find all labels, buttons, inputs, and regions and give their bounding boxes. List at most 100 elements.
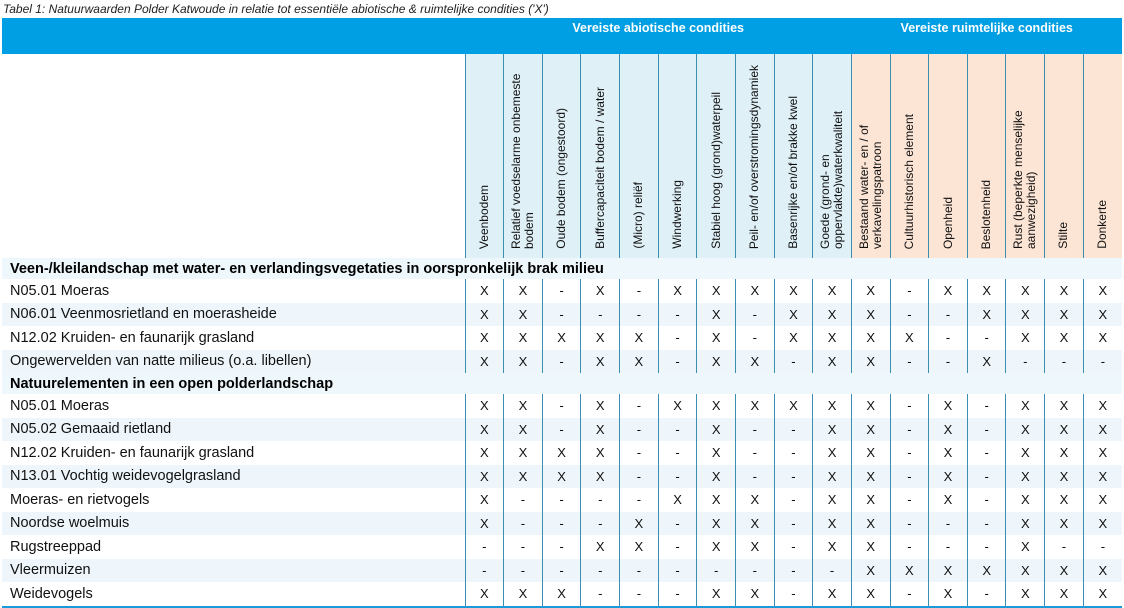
condition-cell: X xyxy=(812,326,852,350)
condition-cell: - xyxy=(464,558,504,582)
condition-cell: X xyxy=(619,535,659,559)
condition-cell: X xyxy=(464,488,504,512)
column-header-label: Stabiel hoog (grond)waterpeil xyxy=(708,92,723,249)
condition-cell: X xyxy=(1044,417,1084,441)
condition-cell: - xyxy=(1044,349,1084,373)
column-header-abiotic: Veenbodem xyxy=(464,54,504,258)
column-header-label: Basenrijke en/of brakke kwel xyxy=(785,96,800,249)
condition-cell: X xyxy=(1044,302,1084,326)
column-header-spatial: Beslotenheid xyxy=(966,54,1006,258)
row-label: N05.01 Moeras xyxy=(10,397,110,414)
column-header-label: Bestaand water- en / of verkavelingspatr… xyxy=(856,124,884,249)
condition-cell: - xyxy=(619,464,659,488)
condition-cell: X xyxy=(464,511,504,535)
table-row: N12.02 Kruiden- en faunarijk grasland X X X… xyxy=(2,441,1122,465)
row-label: Weidevogels xyxy=(2,582,465,608)
condition-cell: X xyxy=(580,417,620,441)
condition-cell: X xyxy=(1044,441,1084,465)
condition-cell: - xyxy=(580,302,620,326)
condition-cell: X xyxy=(734,279,775,303)
condition-cell: X xyxy=(1082,441,1122,465)
table-row: Noordse woelmuis X - - - X - X X - X X - - - X X X xyxy=(2,511,1122,535)
condition-cell: X xyxy=(696,535,736,559)
condition-cell: - xyxy=(889,349,929,373)
condition-cell: - xyxy=(657,464,697,488)
table-row: Ongewervelden van natte milieus (o.a. li… xyxy=(2,349,1122,373)
condition-cell: - xyxy=(773,558,813,582)
column-header-abiotic: Oude bodem (ongestoord) xyxy=(541,54,581,258)
condition-cell: X xyxy=(1005,464,1045,488)
row-label: N13.01 Vochtig weidevogelgrasland xyxy=(2,464,465,488)
condition-cell: X xyxy=(850,417,891,441)
condition-cell: - xyxy=(1005,349,1045,373)
column-header-label: Windwerking xyxy=(670,180,685,249)
column-header-abiotic: Basenrijke en/of brakke kwel xyxy=(773,54,813,258)
column-header-label: Peil- en/of overstromingsdynamiek xyxy=(747,64,762,249)
condition-cell: X xyxy=(696,582,736,608)
condition-cell: X xyxy=(580,441,620,465)
condition-cell: - xyxy=(928,326,968,350)
condition-cell: X xyxy=(503,279,543,303)
condition-cell: - xyxy=(773,349,813,373)
condition-cell: - xyxy=(966,511,1006,535)
condition-cell: X xyxy=(1005,417,1045,441)
condition-cell: X xyxy=(928,582,968,608)
row-label: N05.02 Gemaaid rietland xyxy=(2,417,465,441)
condition-cell: - xyxy=(657,417,697,441)
table-row: N05.02 Gemaaid rietland X X - X - - X - - X X - X - X X X xyxy=(2,417,1122,441)
condition-cell: - xyxy=(734,464,775,488)
condition-cell: X xyxy=(1082,582,1122,608)
condition-cell: - xyxy=(734,441,775,465)
condition-cell: - xyxy=(966,488,1006,512)
column-header-abiotic: Stabiel hoog (grond)waterpeil xyxy=(696,54,736,258)
condition-cell: - xyxy=(619,417,659,441)
condition-cell: X xyxy=(850,349,891,373)
column-header-spatial: Bestaand water- en / of verkavelingspatr… xyxy=(850,54,891,258)
table-row: Rugstreeppad - - - X X - X X - X X - - - X - - xyxy=(2,535,1122,559)
condition-cell: - xyxy=(541,535,581,559)
column-header-abiotic: Goede (grond- en oppervlakte)waterkwalit… xyxy=(812,54,852,258)
condition-cell: X xyxy=(541,464,581,488)
condition-cell: - xyxy=(966,464,1006,488)
condition-cell: X xyxy=(1082,464,1122,488)
condition-cell: X xyxy=(541,441,581,465)
condition-cell: - xyxy=(1044,535,1084,559)
condition-cell: X xyxy=(580,464,620,488)
condition-cell: - xyxy=(889,394,929,418)
column-header-label: Relatief voedselarme onbemeste bodem xyxy=(508,73,536,249)
table-caption: Tabel 1: Natuurwaarden Polder Katwoude i… xyxy=(3,2,549,16)
condition-cell: X xyxy=(928,464,968,488)
condition-cell: X xyxy=(1005,441,1045,465)
condition-cell: X xyxy=(541,582,581,608)
row-label: Noordse woelmuis xyxy=(2,511,465,535)
condition-cell: X xyxy=(734,394,775,418)
condition-cell: - xyxy=(657,558,697,582)
condition-cell: X xyxy=(734,535,775,559)
condition-cell: - xyxy=(928,349,968,373)
condition-cell: - xyxy=(541,488,581,512)
condition-cell: X xyxy=(1005,302,1045,326)
table-row: Moeras- en rietvogels X - - - - X X X - X X - X - X X X xyxy=(2,488,1122,512)
column-header-label: Stilte xyxy=(1056,222,1071,249)
condition-cell: X xyxy=(773,326,813,350)
condition-cell: X xyxy=(812,302,852,326)
condition-cell: - xyxy=(889,417,929,441)
condition-cell: X xyxy=(464,349,504,373)
condition-cell: X xyxy=(696,279,736,303)
condition-cell: - xyxy=(503,511,543,535)
header-band: Vereiste abiotische condities Vereiste r… xyxy=(2,18,1122,54)
condition-cell: - xyxy=(889,464,929,488)
condition-cell: X xyxy=(619,326,659,350)
condition-cell: X xyxy=(850,326,891,350)
condition-cell: - xyxy=(734,326,775,350)
condition-cell: X xyxy=(696,394,736,418)
table-row: Weidevogels X X X - - - X X - X X - X - X X X xyxy=(2,582,1122,608)
condition-cell: - xyxy=(773,417,813,441)
condition-cell: X xyxy=(850,464,891,488)
condition-cell: - xyxy=(580,582,620,608)
condition-cell: X xyxy=(966,279,1006,303)
condition-cell: X xyxy=(696,349,736,373)
condition-cell: X xyxy=(580,279,620,303)
condition-cell: - xyxy=(503,558,543,582)
condition-cell: - xyxy=(464,535,504,559)
